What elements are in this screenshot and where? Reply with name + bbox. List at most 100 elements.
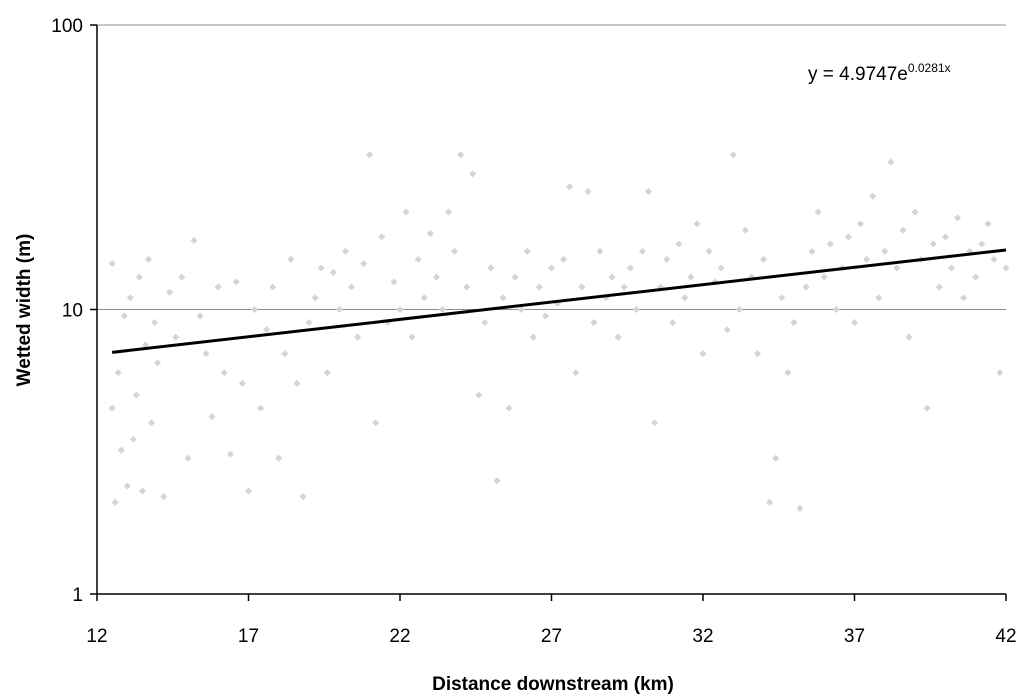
data-point	[857, 220, 865, 228]
data-point	[287, 255, 295, 263]
data-point	[263, 326, 271, 334]
data-point	[348, 283, 356, 291]
data-point	[305, 319, 313, 327]
data-point	[548, 264, 555, 272]
data-point	[499, 294, 507, 302]
data-point	[184, 454, 192, 462]
data-point	[505, 404, 513, 412]
data-point	[741, 226, 749, 234]
data-point	[675, 240, 683, 248]
trendline	[111, 248, 1007, 354]
data-point	[378, 233, 386, 241]
data-point	[632, 306, 640, 313]
y-tick-label: 10	[62, 301, 83, 322]
data-point	[875, 294, 883, 302]
data-point	[493, 477, 501, 485]
data-point	[941, 233, 949, 241]
x-tick-label: 22	[389, 626, 410, 647]
data-point	[954, 214, 962, 222]
data-point	[923, 404, 931, 412]
data-point	[984, 220, 992, 228]
x-tick-label: 27	[541, 626, 562, 647]
x-tick-label: 37	[844, 626, 865, 647]
axes	[90, 24, 1007, 601]
data-point	[893, 264, 901, 272]
data-points	[108, 151, 1010, 512]
data-point	[663, 255, 671, 263]
data-point	[251, 306, 259, 313]
data-point	[408, 333, 416, 341]
data-point	[238, 379, 246, 387]
data-point	[438, 306, 446, 313]
y-tick-label: 1	[72, 585, 83, 606]
data-point	[978, 240, 986, 248]
data-point	[511, 273, 519, 281]
data-point	[687, 273, 695, 281]
data-point	[735, 306, 743, 313]
data-point	[329, 268, 337, 276]
data-point	[457, 151, 465, 159]
data-point	[626, 264, 634, 272]
data-point	[451, 247, 459, 255]
data-point	[160, 493, 168, 501]
data-point	[402, 208, 410, 216]
data-point	[487, 264, 495, 272]
data-point	[614, 333, 622, 341]
data-point	[869, 192, 877, 200]
data-point	[699, 350, 707, 358]
data-point	[132, 391, 140, 399]
data-point	[220, 369, 228, 377]
data-point	[935, 283, 943, 291]
data-point	[214, 283, 222, 291]
data-point	[826, 240, 834, 248]
data-point	[584, 187, 592, 195]
data-point	[851, 319, 858, 327]
data-point	[366, 151, 374, 159]
data-point	[123, 482, 131, 490]
data-point	[911, 208, 919, 216]
data-point	[432, 273, 440, 281]
data-point	[414, 255, 422, 263]
data-point	[208, 413, 216, 421]
data-point	[529, 333, 537, 341]
data-point	[120, 312, 128, 320]
data-point	[426, 229, 434, 237]
data-point	[863, 255, 871, 263]
data-point	[535, 283, 543, 291]
data-point	[190, 236, 198, 244]
data-point	[590, 319, 598, 327]
data-point	[572, 369, 580, 377]
data-point	[523, 247, 531, 255]
data-point	[114, 369, 122, 377]
data-point	[814, 208, 822, 216]
data-point	[972, 273, 980, 281]
data-point	[929, 240, 937, 248]
data-point	[729, 151, 737, 159]
data-point	[541, 312, 549, 320]
data-point	[135, 273, 143, 281]
data-point	[820, 273, 828, 281]
data-point	[578, 283, 586, 291]
data-point	[396, 306, 404, 313]
data-point	[232, 278, 240, 286]
data-point	[778, 294, 786, 302]
data-point	[317, 264, 325, 272]
data-point	[275, 454, 283, 462]
x-tick-label: 12	[86, 626, 107, 647]
data-point	[354, 333, 362, 341]
data-point	[178, 273, 186, 281]
data-point	[947, 264, 955, 272]
data-point	[790, 319, 798, 327]
x-tick-label: 42	[995, 626, 1016, 647]
data-point	[117, 446, 125, 454]
data-point	[269, 283, 277, 291]
data-point	[772, 454, 780, 462]
data-point	[802, 283, 810, 291]
data-point	[705, 247, 713, 255]
y-tick-label: 100	[51, 16, 83, 37]
x-tick-label: 32	[692, 626, 713, 647]
data-point	[126, 294, 134, 302]
data-point	[1002, 264, 1010, 272]
data-point	[608, 273, 616, 281]
